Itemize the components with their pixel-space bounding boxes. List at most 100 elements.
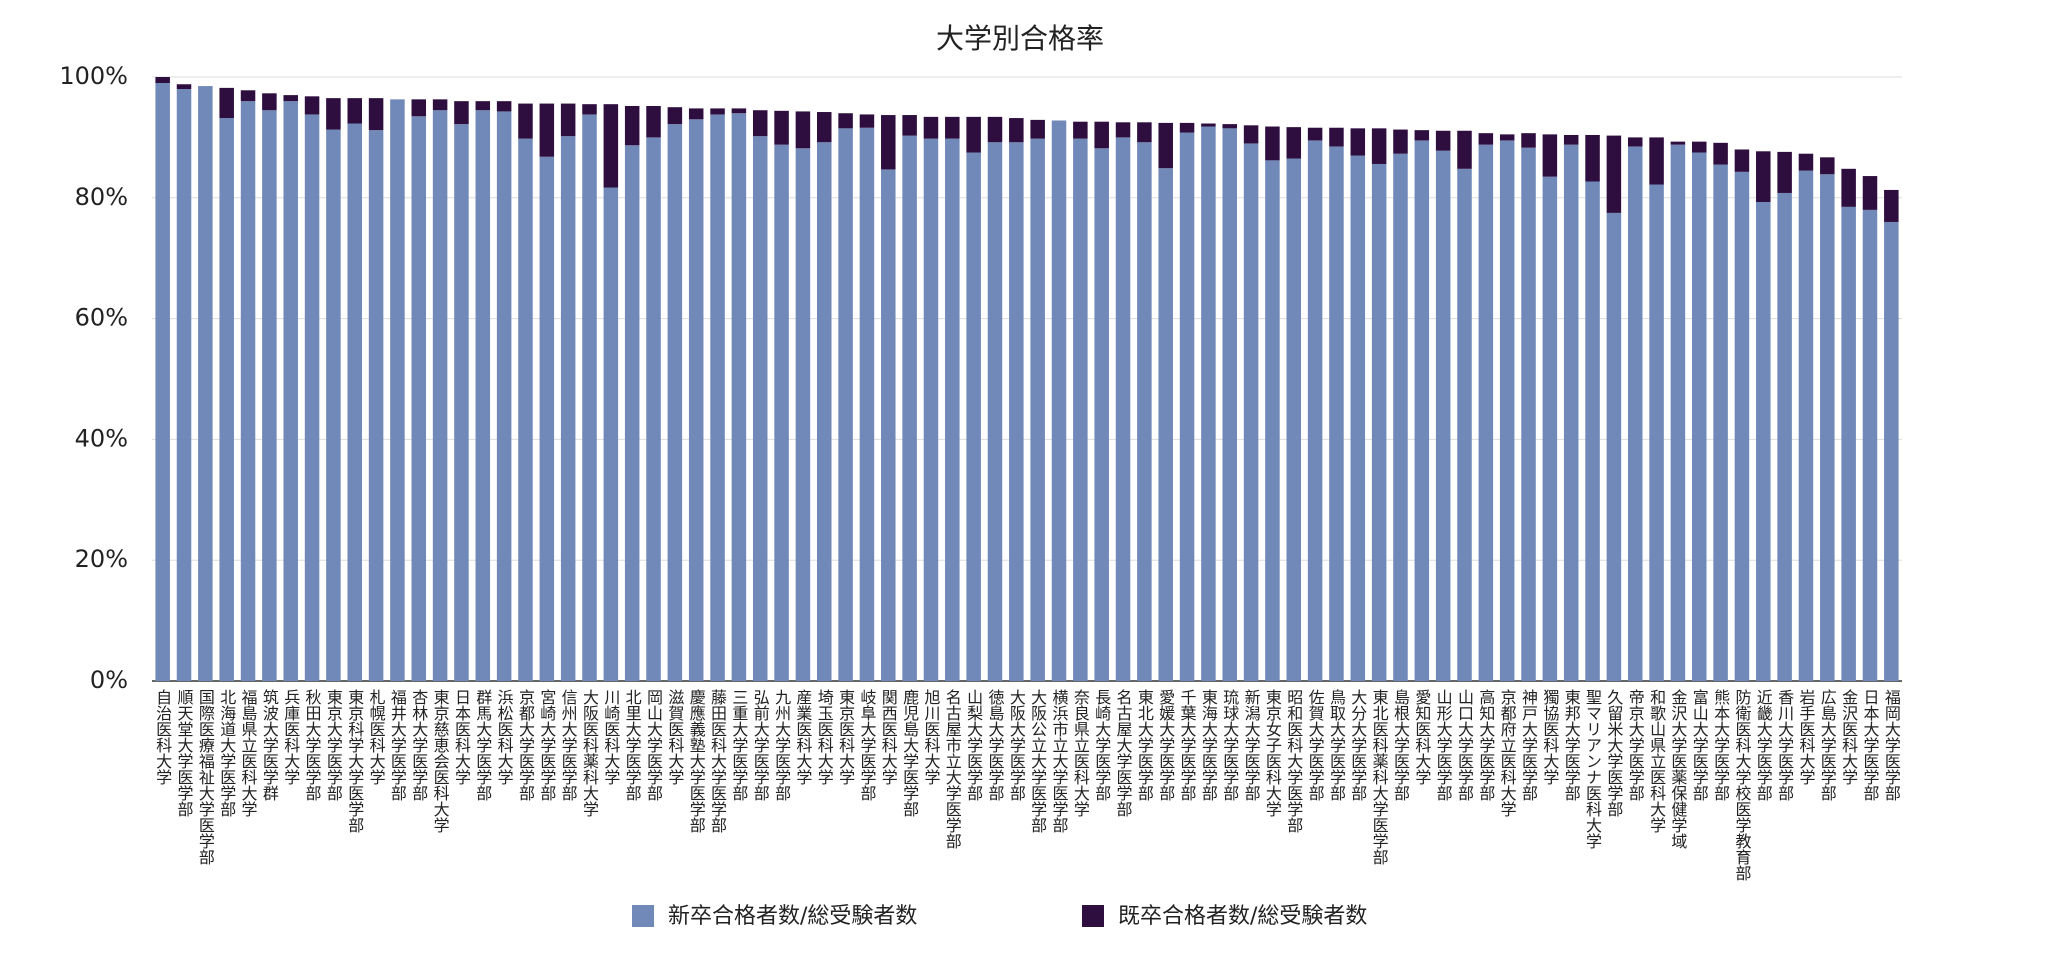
x-tick-label: 慶應義塾大学医学部 bbox=[687, 689, 706, 833]
x-tick-label: 旭川医科大学 bbox=[921, 689, 940, 785]
bar-segment bbox=[902, 115, 917, 136]
bar-segment bbox=[1542, 176, 1558, 681]
x-tick-label: 富山大学医学部 bbox=[1690, 689, 1709, 801]
x-tick-label: 佐賀大学医学部 bbox=[1306, 689, 1325, 801]
x-tick-label: 日本大学医学部 bbox=[1860, 689, 1879, 801]
x-tick-label: 横浜市立大学医学部 bbox=[1050, 689, 1069, 833]
bar-segment bbox=[283, 101, 298, 681]
bar-segment bbox=[1030, 138, 1045, 681]
bar-segment bbox=[1371, 128, 1387, 164]
bar-segment bbox=[1243, 143, 1259, 681]
bar-segment bbox=[1350, 155, 1366, 681]
y-tick-label: 80% bbox=[75, 183, 128, 211]
x-tick-label: 東海大学医学部 bbox=[1199, 689, 1218, 801]
x-tick-label: 浜松医科大学 bbox=[495, 689, 514, 785]
bar-segment bbox=[1563, 134, 1579, 145]
bar-segment bbox=[304, 96, 320, 115]
bar-segment bbox=[881, 169, 896, 682]
x-tick-label: 北海道大学医学部 bbox=[217, 689, 236, 817]
bar-segment bbox=[1222, 124, 1237, 129]
bar-segment bbox=[1329, 146, 1344, 681]
bar-segment bbox=[966, 152, 981, 681]
bar-segment bbox=[624, 105, 640, 146]
bar-segment bbox=[1606, 212, 1622, 681]
bar-segment bbox=[1713, 142, 1728, 165]
x-tick-label: 鳥取大学医学部 bbox=[1327, 689, 1346, 801]
bar-segment bbox=[518, 103, 533, 139]
bar-segment bbox=[1756, 151, 1771, 203]
bar-segment bbox=[240, 101, 256, 681]
bar-segment bbox=[539, 156, 555, 681]
bar-segment bbox=[1073, 138, 1088, 681]
bar-segment bbox=[1798, 170, 1814, 681]
x-tick-label: 新潟大学医学部 bbox=[1242, 689, 1261, 801]
x-tick-label: 千葉大学医学部 bbox=[1178, 689, 1197, 801]
bar-segment bbox=[1841, 168, 1856, 207]
bar-segment bbox=[1094, 148, 1109, 682]
bar-segment bbox=[368, 98, 384, 131]
bar-segment bbox=[688, 108, 704, 120]
x-tick-label: 滋賀医科大学 bbox=[665, 689, 684, 785]
bar-segment bbox=[902, 135, 917, 681]
bar-segment bbox=[624, 145, 640, 681]
bar-segment bbox=[817, 142, 832, 681]
bar-segment bbox=[817, 112, 832, 143]
bar-segment bbox=[1457, 130, 1472, 169]
x-tick-label: 東京女子医科大学 bbox=[1263, 689, 1282, 817]
x-tick-label: 久留米大学医学部 bbox=[1604, 689, 1623, 817]
bar-segment bbox=[1265, 160, 1280, 682]
bar-segment bbox=[475, 110, 491, 682]
bar-segment bbox=[518, 138, 533, 681]
bar-segment bbox=[1179, 122, 1195, 133]
x-tick-label: 自治医科大学 bbox=[153, 689, 172, 785]
bar-segment bbox=[1094, 121, 1109, 149]
bar-segment bbox=[1115, 137, 1131, 681]
x-tick-label: 杏林大学医学部 bbox=[409, 689, 428, 801]
bar-segment bbox=[1009, 142, 1024, 681]
x-tick-label: 和歌山県立医科大学 bbox=[1647, 689, 1666, 833]
bar-segment bbox=[1820, 174, 1835, 681]
bar-segment bbox=[219, 87, 234, 119]
y-tick-label: 100% bbox=[59, 62, 128, 90]
x-tick-label: 獨協医科大学 bbox=[1540, 689, 1559, 785]
bar-segment bbox=[945, 138, 960, 681]
bar-segment bbox=[1606, 135, 1622, 213]
x-tick-label: 群馬大学医学部 bbox=[473, 689, 492, 801]
bar-segment bbox=[1563, 144, 1579, 681]
x-tick-label: 大分大学医学部 bbox=[1348, 689, 1367, 801]
x-tick-label: 東邦大学医学部 bbox=[1562, 689, 1581, 801]
x-tick-label: 近畿大学医学部 bbox=[1754, 689, 1773, 801]
bar-segment bbox=[1243, 125, 1259, 144]
x-tick-label: 愛知医科大学 bbox=[1412, 689, 1431, 785]
x-tick-label: 川崎医科大学 bbox=[601, 689, 620, 785]
x-tick-label: 東京大学医学部 bbox=[324, 689, 343, 801]
bar-segment bbox=[1393, 153, 1408, 681]
x-tick-label: 東京医科大学 bbox=[836, 689, 855, 785]
bar-segment bbox=[1435, 130, 1451, 151]
bar-segment bbox=[496, 111, 512, 682]
bar-segment bbox=[1734, 171, 1750, 681]
bar-segment bbox=[176, 84, 192, 90]
x-tick-label: 九州大学医学部 bbox=[772, 689, 791, 801]
bar-segment bbox=[1009, 118, 1024, 143]
bar-segment bbox=[1841, 206, 1856, 682]
x-tick-label: 東京慈恵会医科大学 bbox=[431, 689, 450, 833]
x-tick-label: 大阪医科薬科大学 bbox=[580, 689, 599, 817]
bar-segment bbox=[432, 99, 448, 111]
x-tick-label: 信州大学医学部 bbox=[559, 689, 578, 801]
bar-segment bbox=[1137, 122, 1152, 143]
x-tick-label: 福島県立医科大学 bbox=[239, 689, 258, 817]
bar-segment bbox=[1649, 184, 1664, 681]
bar-segment bbox=[560, 103, 576, 137]
bar-segment bbox=[710, 114, 725, 681]
bar-segment bbox=[368, 130, 384, 682]
bar-segment bbox=[1670, 141, 1686, 145]
bar-segment bbox=[1478, 144, 1494, 681]
bar-segment bbox=[1371, 163, 1387, 681]
x-tick-label: 京都府立医科大学 bbox=[1498, 689, 1517, 817]
bar-segment bbox=[966, 116, 981, 153]
bar-segment bbox=[454, 124, 469, 681]
x-tick-label: 東京科学大学医学部 bbox=[345, 689, 364, 833]
x-tick-label: 福岡大学医学部 bbox=[1882, 689, 1901, 801]
bar-segment bbox=[1862, 176, 1878, 210]
